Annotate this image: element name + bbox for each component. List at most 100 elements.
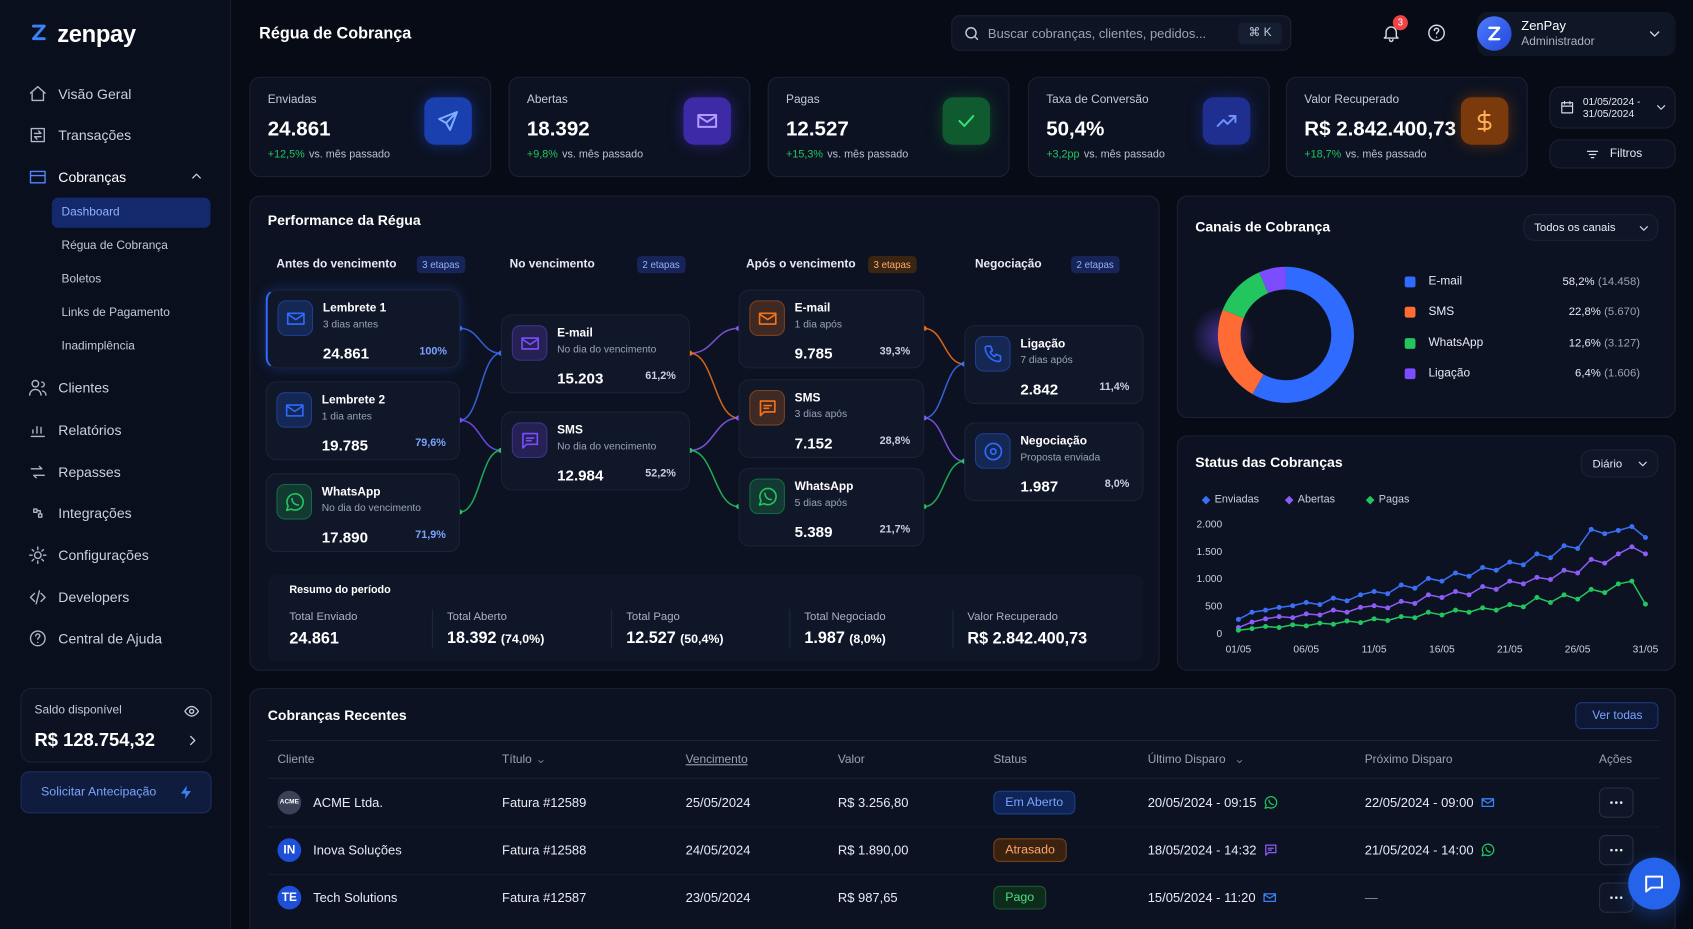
icon-path [1645, 875, 1664, 893]
series-point [1290, 603, 1296, 609]
step-timing: 5 dias após [794, 497, 848, 510]
step-channel: WhatsApp [794, 480, 854, 494]
series-point [1548, 555, 1553, 561]
client-avatar: TE [277, 885, 302, 910]
step-channel: E-mail [794, 301, 831, 315]
series-point [1602, 590, 1608, 596]
nav-item[interactable]: Central de Ajuda [58, 630, 163, 647]
subnav-item[interactable]: Inadimplência [61, 339, 135, 353]
series-point [1249, 626, 1255, 632]
step-card[interactable]: SMS 3 dias após 7.152 28,8% [738, 379, 925, 459]
anticipation-button[interactable]: Solicitar Antecipação [20, 771, 212, 814]
icon-path [965, 27, 979, 40]
column-header[interactable]: Último Disparo [1147, 753, 1226, 767]
nav-item[interactable]: Visão Geral [58, 85, 132, 103]
search-box[interactable]: Buscar cobranças, clientes, pedidos... ⌘ … [951, 15, 1292, 51]
x-tick-label: 06/05 [1293, 644, 1319, 655]
nav-item[interactable]: Integrações [58, 504, 132, 522]
column-header[interactable]: Título [502, 753, 532, 767]
legend-name: Pagas [1378, 493, 1410, 506]
channels-filter[interactable]: Todos os canais [1523, 213, 1659, 241]
series-point [1303, 611, 1309, 617]
step-channel: SMS [794, 391, 821, 405]
column-header[interactable]: Vencimento [685, 753, 748, 767]
summary-value-line: 24.861 [289, 630, 339, 646]
actions-button[interactable] [1599, 787, 1634, 818]
step-value: 5.389 [794, 522, 833, 541]
nav-item[interactable]: Transações [58, 126, 132, 144]
step-value: 2.842 [1020, 380, 1059, 398]
performance-panel: Performance da Régua Antes do vencimento 3… [249, 195, 1160, 671]
last-dispatch: 20/05/2024 - 09:15 [1148, 795, 1278, 810]
legend-value-line: 58,2% (14.458) [1562, 276, 1640, 287]
step-timing: 3 dias após [794, 408, 848, 421]
nav-item[interactable]: Cobranças [58, 169, 127, 186]
step-card[interactable]: Ligação 7 dias após 2.842 11,4% [964, 325, 1144, 404]
icon-cal [1561, 100, 1574, 114]
legend-marker [1201, 495, 1211, 505]
subnav-item[interactable]: Dashboard [61, 205, 120, 219]
step-card[interactable]: E-mail 1 dia após 9.785 39,3% [738, 289, 925, 369]
icon-path [1561, 100, 1574, 114]
step-card[interactable]: SMS No dia do vencimento 12.984 52,2% [500, 411, 690, 491]
nav-item[interactable]: Developers [58, 589, 130, 606]
series-point [1439, 578, 1445, 584]
series-point [1371, 616, 1377, 622]
actions-button[interactable] [1599, 834, 1634, 866]
nav-item[interactable]: Configurações [58, 547, 149, 564]
subnav-item[interactable]: Boletos [61, 272, 102, 286]
view-all-button[interactable]: Ver todas [1575, 702, 1659, 730]
series-point [1358, 592, 1364, 598]
series-point [1480, 565, 1486, 571]
legend-value: 22,8% [1568, 305, 1601, 319]
nav-item[interactable]: Clientes [58, 379, 110, 396]
kpi-change: +3,2pp [1046, 149, 1080, 161]
step-card[interactable]: Lembrete 2 1 dia antes 19.785 79,6% [265, 381, 460, 461]
recent-panel: Cobranças Recentes Ver todas Cliente Título… [249, 688, 1676, 929]
subnav-item[interactable]: Régua de Cobrança [61, 239, 168, 253]
series-point [1398, 614, 1404, 620]
icon-dots [1610, 896, 1623, 899]
kpi-icon-box [942, 97, 991, 145]
icon-sms [1264, 844, 1277, 856]
legend-marker [1365, 495, 1375, 505]
icon-path [286, 312, 305, 325]
legend-value-line: 22,8% (5.670) [1568, 305, 1640, 319]
date-range[interactable]: 01/05/2024 -31/05/2024 [1549, 86, 1676, 129]
step-card[interactable]: E-mail No dia do vencimento 15.203 61,2% [500, 314, 690, 394]
nav-item[interactable]: Repasses [58, 463, 121, 481]
summary-label: Total Aberto [446, 610, 507, 624]
y-tick-label: 1.500 [1197, 547, 1223, 558]
step-icon-box [749, 300, 785, 336]
series-point [1398, 598, 1404, 604]
step-timing: Proposta enviada [1020, 451, 1101, 464]
step-card[interactable]: Lembrete 1 3 dias antes 24.861 100% [265, 289, 460, 369]
series-point [1534, 574, 1540, 580]
series-point [1493, 567, 1499, 573]
step-value: 17.890 [321, 528, 368, 546]
legend-name: Abertas [1297, 493, 1336, 506]
x-tick-label: 01/05 [1226, 644, 1252, 655]
series-point [1466, 592, 1472, 598]
status-filter[interactable]: Diário [1580, 449, 1659, 478]
chat-button[interactable] [1628, 857, 1681, 910]
next-dispatch-text: 22/05/2024 - 09:00 [1364, 795, 1474, 811]
step-card[interactable]: WhatsApp No dia do vencimento 17.890 71,9% [265, 473, 460, 552]
last-dispatch-text: 20/05/2024 - 09:15 [1147, 795, 1257, 811]
icon-wa [1264, 796, 1278, 809]
icon-path [1638, 461, 1647, 467]
step-card[interactable]: Negociação Proposta enviada 1.987 8,0% [964, 422, 1144, 502]
user-menu[interactable]: ZenPay Administrador [1477, 11, 1676, 57]
icon-chevu [192, 173, 201, 179]
series-point [1276, 604, 1282, 610]
subnav-item[interactable]: Links de Pagamento [61, 306, 170, 320]
series-point [1290, 622, 1296, 628]
stage-name: Negociação [974, 257, 1042, 271]
nav-item[interactable]: Relatórios [58, 421, 122, 439]
step-value: 9.785 [794, 344, 833, 362]
step-card[interactable]: WhatsApp 5 dias após 5.389 21,7% [738, 467, 925, 547]
filters-button[interactable]: Filtros [1549, 139, 1676, 169]
donut-slice [1259, 266, 1286, 294]
summary-divider [789, 609, 791, 649]
client-name: Tech Solutions [313, 890, 398, 906]
